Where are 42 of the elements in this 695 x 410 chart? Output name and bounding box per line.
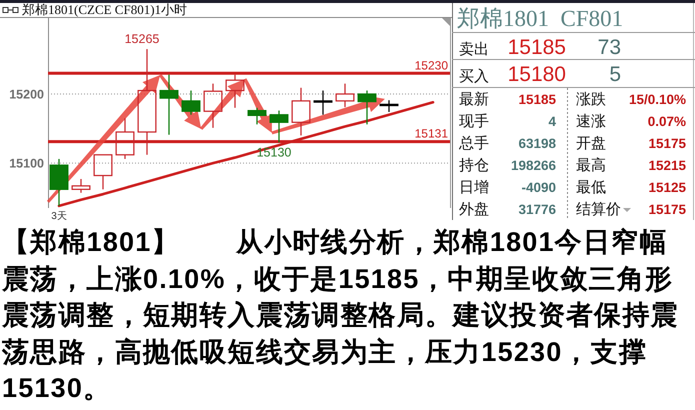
text: 最低 [576, 179, 606, 196]
text: 198266 [510, 158, 556, 173]
annotation: 15130 [256, 145, 292, 160]
text: 结算价 [576, 201, 621, 218]
candlestick [292, 87, 310, 136]
text: -4090 [521, 180, 556, 195]
text: 持仓 [459, 157, 489, 174]
text: 郑棉1801 CF801 [457, 6, 624, 31]
text: 15215 [648, 158, 686, 173]
annotation: 15265 [124, 32, 160, 46]
text: 外盘 [459, 201, 489, 218]
text: 4 [548, 114, 556, 129]
text: 31776 [518, 202, 556, 217]
text: 63198 [518, 136, 556, 151]
text: 卖出 [459, 41, 489, 58]
text: 15/0.10% [628, 92, 686, 107]
chart-title: 郑棉1801(CZCE CF801)1小时 [22, 2, 188, 17]
text: 15125 [648, 180, 686, 195]
ref-line-label: 15230 [414, 58, 448, 72]
text: 15180 [508, 63, 566, 86]
candlestick [160, 74, 178, 136]
text: 开盘 [576, 135, 606, 152]
ref-line-label: 15131 [414, 126, 448, 141]
y-tick-label: 15200 [9, 88, 44, 102]
text: 73 [598, 36, 621, 59]
text: 15185 [508, 36, 566, 59]
text: 15175 [648, 202, 686, 217]
text: 【郑棉1801】 从小时线分析，郑棉1801今日窄幅震荡，上涨0.10%，收于是15185，中期呈收敛三角形震荡调整，短期转入震荡调整格局。建议投资者保持震荡思路，高抛低吸短线交易为主，压力15230，支撑15130。 [2, 226, 680, 405]
text: 现手 [459, 113, 489, 130]
text: 15175 [648, 136, 686, 151]
text: 涨跌 [576, 91, 606, 108]
x-tick-label: 3天 [51, 211, 67, 222]
y-tick-label: 15100 [9, 156, 44, 171]
text: 15185 [518, 92, 556, 107]
text: 日增 [459, 179, 489, 196]
text: 5 [609, 63, 621, 86]
text: 0.07% [648, 114, 686, 129]
text: 总手 [458, 135, 489, 152]
text: 速涨 [576, 113, 606, 130]
text: 买入 [459, 68, 489, 85]
text: 最新 [459, 91, 489, 108]
text: 最高 [576, 157, 606, 174]
